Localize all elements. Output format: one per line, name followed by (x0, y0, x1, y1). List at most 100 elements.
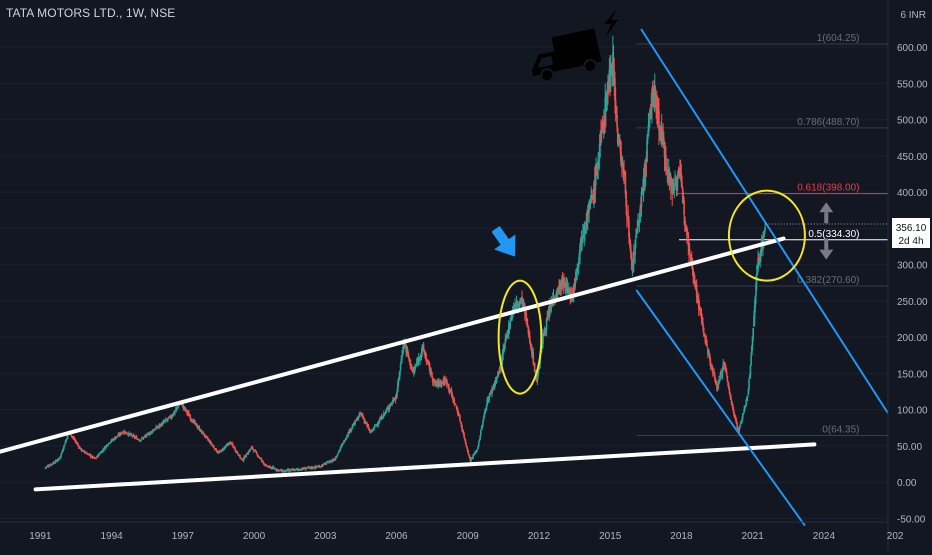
candle-body (283, 470, 286, 472)
candle-body (575, 271, 577, 283)
candle-body (661, 134, 664, 145)
candle-body (250, 447, 252, 450)
candle-body (414, 367, 417, 370)
candle-body (624, 172, 627, 194)
highlight-ellipse[interactable] (497, 279, 543, 395)
time-axis[interactable]: 1991 1994 1997 2000 2003 2006 2009 2012 2015 2018… (0, 521, 904, 542)
last-price-value: 356.10 (896, 223, 927, 234)
candle-body (348, 429, 351, 434)
candle-body (111, 439, 113, 441)
candle-body (752, 327, 755, 339)
candle-body (345, 436, 348, 438)
candle-body (670, 177, 672, 187)
candle-body (77, 443, 79, 446)
candle-body (656, 103, 658, 112)
candle-body (66, 434, 69, 439)
candle-body (195, 423, 197, 424)
channel-line[interactable] (640, 28, 889, 414)
candle-body (453, 399, 456, 404)
candle-body (77, 445, 80, 448)
candle-body (494, 381, 496, 386)
candle-body (738, 428, 741, 432)
support-trendline[interactable] (33, 442, 817, 492)
candle-body (366, 425, 369, 427)
time-tick-label: 2009 (457, 531, 480, 542)
candle-body (55, 459, 58, 461)
candle-body (462, 431, 465, 434)
candle-body (505, 337, 507, 339)
candle-body (65, 438, 68, 440)
channel-line[interactable] (635, 289, 806, 527)
candle-body (485, 405, 488, 410)
candle-body (396, 391, 398, 397)
candle-body (142, 438, 144, 440)
candle-body (684, 222, 687, 224)
candle-body (65, 439, 67, 442)
candle-body (404, 343, 407, 347)
candle-body (332, 459, 335, 461)
candle-body (479, 435, 481, 440)
candle-body (234, 447, 236, 451)
candle-body (258, 457, 261, 459)
candle-body (346, 435, 349, 437)
candle-body (298, 469, 301, 471)
candle-body (717, 384, 720, 388)
candle-body (420, 351, 423, 355)
candle-body (554, 296, 557, 299)
candle-body (347, 432, 349, 436)
candle-body (74, 439, 76, 441)
candle-body (550, 303, 553, 307)
candle-body (556, 294, 558, 296)
candle-body (456, 408, 458, 411)
candle-body (705, 340, 708, 344)
candle-body (732, 405, 734, 411)
candle-body (420, 354, 422, 359)
candle-body (484, 410, 486, 414)
candle-body (578, 253, 581, 259)
candle-body (448, 388, 451, 391)
candle-body (289, 469, 292, 471)
candle-body (343, 440, 346, 442)
candle-body (342, 442, 345, 444)
candle-body (533, 362, 536, 372)
candle-body (63, 445, 65, 449)
candle-body (526, 322, 528, 325)
candle-body (607, 89, 610, 93)
candle-body (341, 443, 344, 445)
candle-body (107, 444, 109, 446)
candle-body (746, 395, 749, 398)
candle-body (530, 344, 532, 351)
candle-body (315, 465, 317, 467)
candle-body (464, 437, 466, 440)
support-trendline[interactable] (0, 236, 786, 454)
price-axis[interactable]: 600.00550.00500.00450.00400.00350.00300.… (887, 0, 928, 550)
candle-body (629, 240, 632, 250)
candle-body (194, 422, 197, 424)
drawings-layer[interactable] (0, 28, 889, 527)
candle-body (178, 404, 180, 406)
candle-body (690, 255, 692, 260)
candle-body (398, 376, 400, 379)
symbol-title[interactable]: TATA MOTORS LTD., 1W, NSE (6, 6, 176, 20)
candle-body (483, 413, 486, 417)
candle-body (621, 163, 624, 166)
highlight-ellipse[interactable] (727, 189, 806, 282)
candle-body (218, 452, 220, 454)
candle-body (263, 464, 266, 465)
candle-body (699, 308, 701, 310)
candle-body (700, 313, 703, 319)
candle-body (566, 286, 569, 290)
candle-body (446, 383, 449, 386)
candle-body (170, 415, 172, 418)
candle-body (514, 303, 517, 308)
candle-body (496, 377, 498, 380)
candle-body (170, 416, 173, 419)
candle-body (153, 430, 155, 432)
candle-body (407, 351, 410, 357)
candle-body (466, 446, 468, 449)
candle-body (654, 88, 657, 101)
candle-body (80, 448, 83, 451)
candle-body (241, 458, 243, 460)
candle-body (350, 427, 353, 430)
